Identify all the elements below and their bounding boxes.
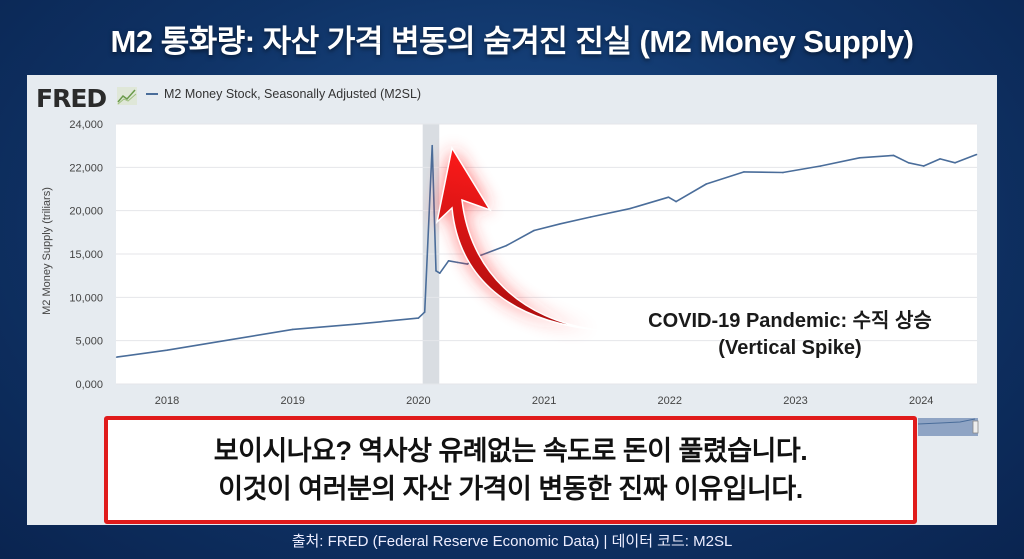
data-point xyxy=(166,349,168,352)
data-point xyxy=(417,317,420,319)
data-point xyxy=(705,183,708,185)
series-line-m2sl xyxy=(116,144,977,358)
y-tick-label: 0,000 xyxy=(75,379,103,391)
data-point xyxy=(533,229,535,232)
data-point xyxy=(505,244,508,247)
legend-label: M2 Money Stock, Seasonally Adjusted (M2S… xyxy=(164,87,422,101)
data-point xyxy=(435,270,437,272)
caption-box: 보이시나요? 역사상 유례없는 속도로 돈이 풀렸습니다. 이것이 여러분의 자… xyxy=(104,416,917,524)
data-point xyxy=(559,222,562,225)
x-tick-label: 2019 xyxy=(280,395,304,407)
data-point xyxy=(954,161,956,164)
slide-title: M2 통화량: 자산 가격 변동의 숨겨진 진실 (M2 Money Suppl… xyxy=(110,24,914,59)
x-tick-label: 2022 xyxy=(658,395,682,407)
data-point xyxy=(892,154,895,157)
data-point xyxy=(456,261,459,264)
chart-legend: M2 Money Stock, Seasonally Adjusted (M2S… xyxy=(146,87,421,101)
data-point xyxy=(743,171,745,173)
annotation-line-2: (Vertical Spike) xyxy=(718,337,862,359)
data-point xyxy=(907,161,910,164)
spike-annotation: COVID-19 Pandemic: 수직 상승 (Vertical Spike… xyxy=(600,308,980,362)
y-tick-label: 10,000 xyxy=(69,292,103,304)
data-point xyxy=(423,311,426,313)
x-tick-label: 2020 xyxy=(406,395,430,407)
data-point xyxy=(628,207,631,210)
x-tick-label: 2023 xyxy=(783,395,807,407)
fred-logo: FRED xyxy=(36,84,107,113)
x-tick-label: 2024 xyxy=(909,395,933,407)
x-tick-label: 2021 xyxy=(532,395,556,407)
data-point xyxy=(675,200,677,203)
legend-swatch xyxy=(146,93,158,95)
y-tick-label: 15,000 xyxy=(69,249,103,261)
data-point xyxy=(858,157,861,159)
data-point xyxy=(354,323,357,326)
y-tick-label: 5,000 xyxy=(75,336,103,348)
range-navigator[interactable] xyxy=(917,418,979,436)
data-point xyxy=(291,328,294,331)
data-point xyxy=(667,196,670,199)
navigator-handle[interactable] xyxy=(972,420,979,434)
source-footer: 출처: FRED (Federal Reserve Economic Data)… xyxy=(291,533,733,550)
data-point xyxy=(115,356,118,358)
y-tick-label: 20,000 xyxy=(69,206,103,218)
data-point xyxy=(975,153,978,156)
data-point xyxy=(447,259,450,262)
data-point xyxy=(782,171,784,174)
y-tick-label: 22,000 xyxy=(69,162,103,174)
data-point xyxy=(939,158,941,160)
data-point xyxy=(466,263,469,265)
fred-chart-icon xyxy=(117,87,137,105)
caption-line-1: 보이시나요? 역사상 유례없는 속도로 돈이 풀렸습니다. xyxy=(213,436,808,466)
data-point xyxy=(229,339,231,341)
caption-line-2: 이것이 여러분의 자산 가격이 변동한 진짜 이유입니다. xyxy=(218,474,803,504)
x-tick-label: 2018 xyxy=(155,395,179,407)
data-point xyxy=(431,144,434,147)
data-point xyxy=(589,216,592,218)
red-arrow-icon xyxy=(435,145,599,331)
data-point xyxy=(819,165,822,167)
data-point xyxy=(438,272,441,274)
annotation-line-1: COVID-19 Pandemic: 수직 상승 xyxy=(648,310,932,332)
data-point xyxy=(922,165,925,167)
y-tick-label: 24,000 xyxy=(69,119,103,131)
